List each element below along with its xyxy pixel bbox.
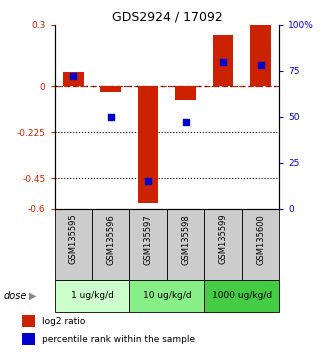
Bar [55, 280, 129, 312]
Text: log2 ratio: log2 ratio [42, 317, 85, 326]
Bar [63, 72, 83, 86]
Text: 1000 ug/kg/d: 1000 ug/kg/d [212, 291, 272, 300]
Bar [55, 209, 92, 280]
Title: GDS2924 / 17092: GDS2924 / 17092 [111, 11, 222, 24]
Bar [92, 209, 129, 280]
Bar [204, 209, 242, 280]
Bar [22, 315, 35, 327]
Text: 1 ug/kg/d: 1 ug/kg/d [71, 291, 113, 300]
Point [146, 178, 151, 184]
Text: 10 ug/kg/d: 10 ug/kg/d [143, 291, 191, 300]
Point [108, 114, 113, 120]
Text: ▶: ▶ [29, 291, 36, 301]
Bar [242, 209, 279, 280]
Bar [167, 209, 204, 280]
Text: GSM135599: GSM135599 [219, 214, 228, 264]
Bar [22, 333, 35, 345]
Bar [213, 35, 233, 86]
Bar [138, 86, 159, 203]
Text: GSM135597: GSM135597 [144, 214, 153, 264]
Bar [129, 209, 167, 280]
Point [258, 62, 263, 68]
Point [183, 120, 188, 125]
Text: GSM135595: GSM135595 [69, 214, 78, 264]
Point [71, 74, 76, 79]
Bar [129, 280, 204, 312]
Text: dose: dose [3, 291, 27, 301]
Point [221, 59, 226, 64]
Text: GSM135598: GSM135598 [181, 214, 190, 264]
Bar [100, 86, 121, 92]
Text: percentile rank within the sample: percentile rank within the sample [42, 335, 195, 344]
Bar [175, 86, 196, 101]
Bar [204, 280, 279, 312]
Text: GSM135600: GSM135600 [256, 214, 265, 264]
Text: GSM135596: GSM135596 [106, 214, 115, 264]
Bar [250, 25, 271, 86]
